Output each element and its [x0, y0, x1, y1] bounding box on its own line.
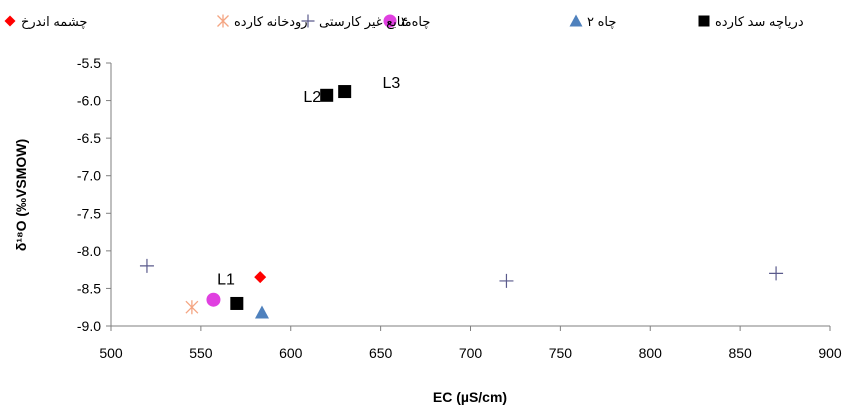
y-tick-label: -5.5 [77, 55, 101, 71]
legend-marker [383, 14, 397, 28]
data-point [338, 85, 352, 99]
point-label: L2 [303, 89, 321, 106]
legend-marker [217, 14, 229, 28]
point-label: L3 [383, 75, 401, 92]
legend-label: چاه ۴ [401, 14, 430, 29]
x-tick-label: 750 [549, 345, 573, 361]
x-tick-label: 650 [369, 345, 393, 361]
x-tick-label: 700 [459, 345, 483, 361]
x-axis-title: EC (µS/cm) [433, 389, 507, 405]
legend-label: منابع غیر کارستی [319, 14, 412, 30]
legend-marker [301, 14, 315, 28]
data-point [139, 258, 154, 273]
legend-label: چشمه اندرخ [21, 14, 87, 30]
data-point [769, 266, 784, 281]
legend-marker [4, 15, 16, 27]
legend-marker [698, 15, 710, 27]
y-tick-label: -9.0 [77, 318, 101, 334]
x-tick-label: 600 [279, 345, 303, 361]
data-point [499, 273, 514, 288]
y-axis-title: δ¹⁸O (‰VSMOW) [13, 139, 29, 251]
legend-label: رودخانه کارده [234, 14, 308, 30]
legend-label: دریاچه سد کارده [715, 14, 804, 30]
y-tick-label: -7.0 [77, 168, 101, 184]
y-tick-label: -6.0 [77, 93, 101, 109]
legend-label: چاه ۲ [587, 14, 616, 29]
data-point [230, 296, 244, 310]
y-tick-label: -6.5 [77, 130, 101, 146]
data-point [185, 300, 199, 315]
y-tick-label: -8.0 [77, 243, 101, 259]
data-point [254, 305, 269, 319]
y-tick-label: -7.5 [77, 205, 101, 221]
point-annotations: L1 L2 L3 [217, 75, 400, 289]
data-point [320, 88, 334, 102]
data-point [206, 292, 221, 307]
x-tick-label: 850 [728, 345, 752, 361]
axis-ticks: -5.5 -6.0 -6.5 -7.0 -7.5 -8.0 -8.5 -9.0 500 550 60… [77, 55, 842, 361]
x-tick-label: 900 [818, 345, 842, 361]
data-point [254, 271, 267, 284]
data-points [139, 85, 784, 319]
point-label: L1 [217, 272, 235, 289]
x-tick-label: 800 [639, 345, 663, 361]
legend-marker [569, 14, 583, 27]
x-tick-label: 550 [189, 345, 213, 361]
x-tick-label: 500 [99, 345, 123, 361]
y-tick-label: -8.5 [77, 280, 101, 296]
